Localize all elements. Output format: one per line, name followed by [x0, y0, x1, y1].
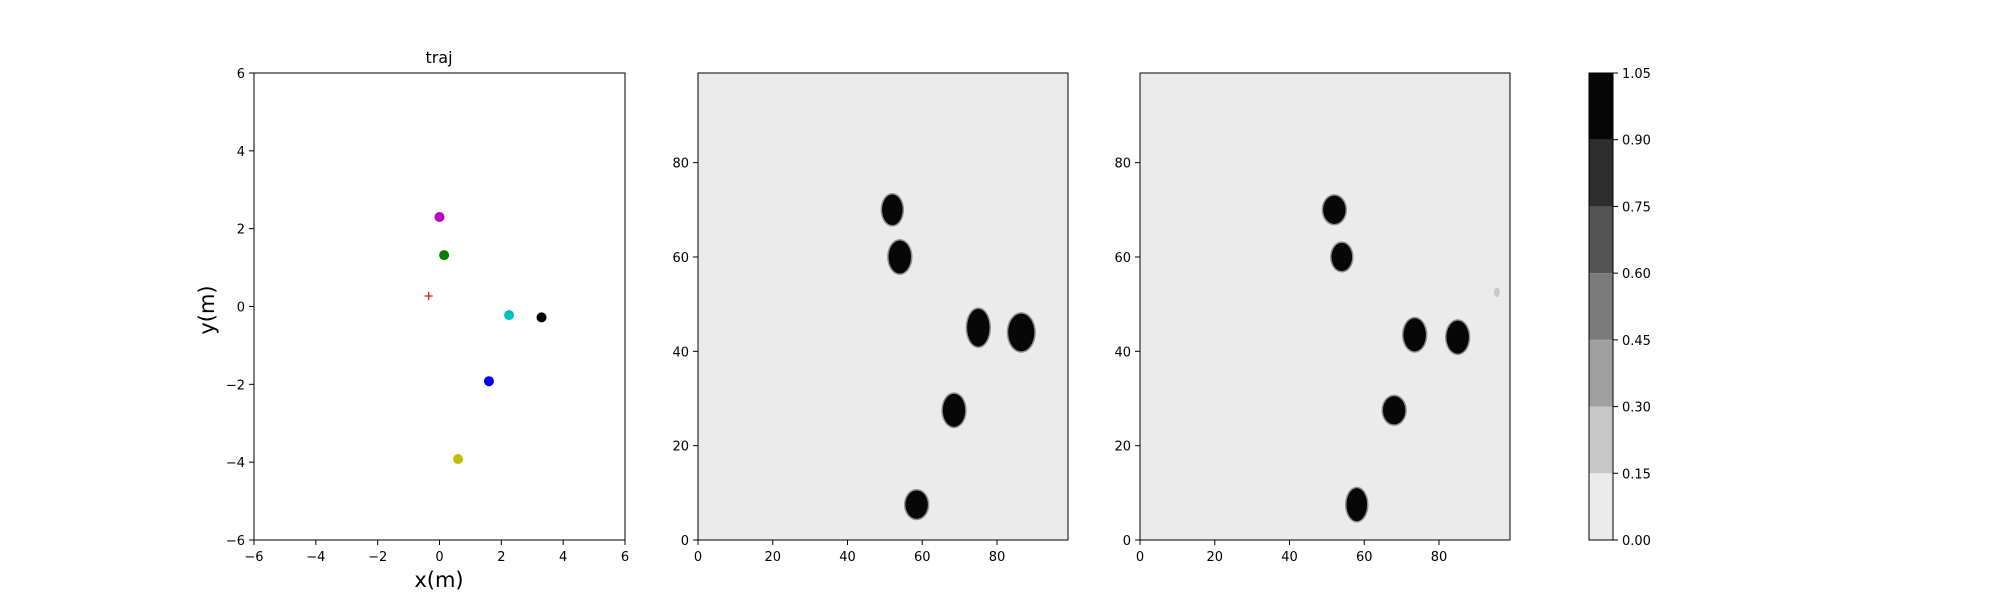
map1-obstacle-blob [1008, 313, 1035, 352]
map2-x-tick-label: 0 [1136, 550, 1144, 565]
colorbar-tick-label: 0.45 [1622, 334, 1651, 349]
traj-x-tick-label: 6 [621, 550, 629, 565]
traj-y-tick-label: 2 [237, 223, 245, 238]
traj-agent-point [453, 454, 464, 465]
traj-plot-area [254, 73, 625, 540]
traj-agent-point [483, 376, 494, 387]
map1-y-tick-label: 20 [672, 440, 689, 455]
map2-obstacle-blob [1331, 242, 1353, 272]
map2-obstacle-blob [1323, 195, 1346, 224]
traj-y-tick-label: −4 [226, 456, 245, 471]
map1-obstacle-blob [888, 240, 912, 274]
map2-obstacle-blob [1403, 318, 1426, 352]
colorbar-segment [1589, 339, 1613, 407]
map1-obstacle-blob [942, 393, 966, 427]
colorbar-tick-label: 0.15 [1622, 467, 1651, 482]
traj-y-tick-label: 4 [237, 145, 245, 160]
map1-axes-frame [697, 72, 1069, 541]
map2-obstacle-blob [1446, 320, 1469, 354]
colorbar-segment [1589, 73, 1613, 140]
map2-y-tick-label: 80 [1114, 157, 1131, 172]
trajectory-scatter-panel: traj x(m) y(m) −6 −4 −2 0 2 4 6 −6 −4 −2 0 2 4 6 [195, 48, 629, 592]
colorbar-tick-label: 0.30 [1622, 401, 1651, 416]
colorbar-tick-label: 0.60 [1622, 267, 1651, 282]
colorbar-tick-label: 0.00 [1622, 534, 1651, 549]
traj-agent-point [434, 211, 445, 222]
traj-x-tick-label: −2 [368, 550, 387, 565]
occupancy-map-panel-2: 0 20 40 60 80 0 20 40 60 80 [1114, 72, 1511, 565]
colorbar-segment [1589, 139, 1613, 207]
map2-y-tick-label: 20 [1114, 440, 1131, 455]
map2-obstacle-blob [1382, 396, 1406, 425]
map2-y-tick-label: 40 [1114, 345, 1131, 360]
traj-x-tick-label: −4 [306, 550, 325, 565]
traj-y-tick-label: 0 [237, 301, 245, 316]
traj-x-tick-label: −6 [244, 550, 263, 565]
traj-agent-point [536, 312, 547, 323]
colorbar-panel: 0.00 0.15 0.30 0.45 0.60 0.75 0.90 1.05 [1588, 67, 1651, 549]
map1-x-tick-label: 0 [694, 550, 702, 565]
map2-x-tick-label: 60 [1356, 550, 1373, 565]
colorbar-tick-label: 0.90 [1622, 134, 1651, 149]
map1-background [698, 73, 1068, 540]
occupancy-map-panel-1: 0 20 40 60 80 0 20 40 60 80 [672, 72, 1069, 565]
map1-y-tick-label: 60 [672, 251, 689, 266]
traj-x-axis-label: x(m) [414, 568, 463, 592]
traj-y-tick-label: −2 [226, 378, 245, 393]
map2-obstacle-blob [1493, 287, 1500, 298]
map1-y-tick-label: 0 [681, 534, 689, 549]
traj-y-tick-label: 6 [237, 67, 245, 82]
colorbar-segment [1589, 406, 1613, 474]
map1-x-tick-label: 60 [914, 550, 931, 565]
map1-obstacle-blob [967, 308, 990, 347]
traj-y-axis-label: y(m) [195, 285, 219, 334]
traj-plot-title: traj [425, 48, 452, 67]
colorbar-segment [1589, 273, 1613, 340]
map2-axes-frame [1139, 72, 1511, 541]
map2-background [1140, 73, 1510, 540]
map1-y-tick-label: 80 [672, 157, 689, 172]
traj-goal-marker [424, 291, 433, 300]
map2-y-tick-label: 0 [1123, 534, 1131, 549]
map2-y-tick-label: 60 [1114, 251, 1131, 266]
traj-x-tick-label: 0 [435, 550, 443, 565]
map2-x-tick-label: 80 [1431, 550, 1448, 565]
traj-agent-point [439, 250, 450, 261]
map2-x-tick-label: 20 [1206, 550, 1223, 565]
traj-agent-point [504, 310, 515, 321]
map1-x-tick-label: 20 [764, 550, 781, 565]
map2-obstacle-blob [1346, 488, 1368, 522]
map1-y-tick-label: 40 [672, 345, 689, 360]
colorbar-frame [1588, 72, 1614, 541]
map1-x-tick-label: 80 [989, 550, 1006, 565]
colorbar-segment [1589, 473, 1613, 540]
colorbar-segment [1589, 206, 1613, 274]
map1-obstacle-blob [882, 194, 903, 226]
map2-x-tick-label: 40 [1281, 550, 1298, 565]
traj-y-tick-label: −6 [226, 534, 245, 549]
map1-obstacle-blob [905, 490, 928, 519]
colorbar-tick-label: 1.05 [1622, 67, 1651, 82]
map1-x-tick-label: 40 [839, 550, 856, 565]
colorbar-tick-label: 0.75 [1622, 200, 1651, 215]
traj-x-tick-label: 4 [559, 550, 567, 565]
traj-axes-frame [253, 72, 626, 541]
traj-x-tick-label: 2 [497, 550, 505, 565]
